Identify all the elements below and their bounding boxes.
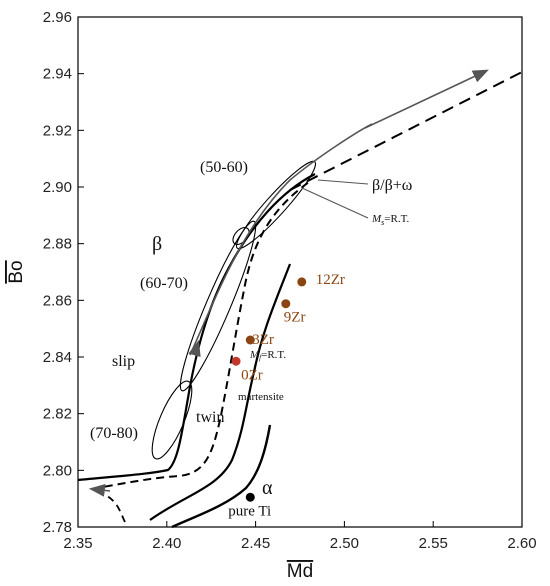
mf-label-m: M — [249, 349, 260, 361]
ellipse-60-70 — [179, 220, 257, 392]
trajectory-mid-arrow — [188, 339, 201, 358]
x-tick-label: 2.60 — [507, 535, 536, 552]
data-point-label: 12Zr — [316, 272, 345, 288]
alpha-boundary-line — [171, 424, 272, 529]
ms-label-suffix: =R.T. — [384, 213, 409, 225]
mf-label-suffix: =R.T. — [261, 349, 286, 361]
ms-label-sub: s — [381, 218, 384, 227]
region-beta: β — [152, 233, 162, 255]
y-tick-label: 2.86 — [43, 292, 72, 309]
x-tick-label: 2.35 — [63, 535, 92, 552]
data-point — [231, 356, 241, 366]
label-pointers — [301, 179, 369, 219]
y-tick-label: 2.94 — [43, 66, 72, 83]
x-tick-label: 2.55 — [419, 535, 448, 552]
trajectory-arrows — [88, 69, 489, 497]
y-tick-label: 2.84 — [43, 349, 72, 366]
region-martensite: martensite — [238, 391, 284, 403]
range-label-70-80: (70-80) — [90, 425, 138, 442]
beta-omega-label: β/β+ω — [372, 177, 412, 194]
trajectory-arrow-head — [364, 69, 489, 129]
ellipse-50-60 — [235, 160, 317, 250]
range-label-50-60: (50-60) — [200, 159, 248, 176]
data-point — [297, 277, 307, 287]
y-tick-label: 2.80 — [43, 462, 72, 479]
trajectory-arrow — [189, 123, 373, 356]
y-tick-label: 2.96 — [43, 9, 72, 26]
y-tick-label: 2.78 — [43, 519, 72, 536]
x-tick-label: 2.40 — [152, 535, 181, 552]
ms-boundary-line — [77, 173, 316, 482]
ms-pointer — [301, 187, 369, 219]
region-slip: slip — [112, 353, 135, 370]
bo-extension-dashed — [289, 71, 523, 191]
region-twin: twin — [196, 409, 224, 426]
mf-label-sub: f — [259, 354, 262, 362]
range-label-60-70: (60-70) — [140, 275, 188, 292]
beta-omega-pointer — [317, 179, 369, 185]
tick-layer: 2.35 2.40 2.45 2.50 2.55 2.60 2.78 2.80 2.82 2.84… — [43, 9, 537, 552]
data-point — [245, 492, 255, 502]
plot-area — [77, 16, 523, 528]
data-point-label: 3Zr — [252, 332, 274, 348]
mf-boundary-dashed — [91, 179, 313, 490]
y-tick-label: 2.82 — [43, 406, 72, 423]
x-tick-label: 2.50 — [330, 535, 359, 552]
ellipse-70-80 — [151, 380, 193, 460]
y-axis-title: Bo — [6, 260, 27, 283]
y-tick-label: 2.88 — [43, 236, 72, 253]
y-tick-label: 2.90 — [43, 179, 72, 196]
ms-label-m: M — [371, 213, 382, 225]
trajectory-low-arrow — [88, 484, 111, 497]
data-point-label: 0Zr — [241, 367, 263, 383]
ms-label: Ms=R.T. — [371, 213, 409, 227]
x-axis-title: Md — [287, 561, 313, 582]
data-points: 12Zr 9Zr 3Zr 0Zr pure Ti — [228, 272, 345, 519]
data-point-label: 9Zr — [284, 310, 306, 326]
mf-label: Mf=R.T. — [249, 349, 286, 362]
data-point-label: pure Ti — [228, 503, 271, 519]
y-tick-label: 2.92 — [43, 122, 72, 139]
twin-martensite-boundary — [149, 263, 292, 521]
x-tick-label: 2.45 — [241, 535, 270, 552]
lower-dashed-boundary — [99, 491, 126, 523]
region-alpha: α — [262, 477, 273, 499]
phase-boundaries — [77, 71, 523, 529]
data-point — [245, 335, 255, 345]
data-point — [281, 299, 291, 309]
